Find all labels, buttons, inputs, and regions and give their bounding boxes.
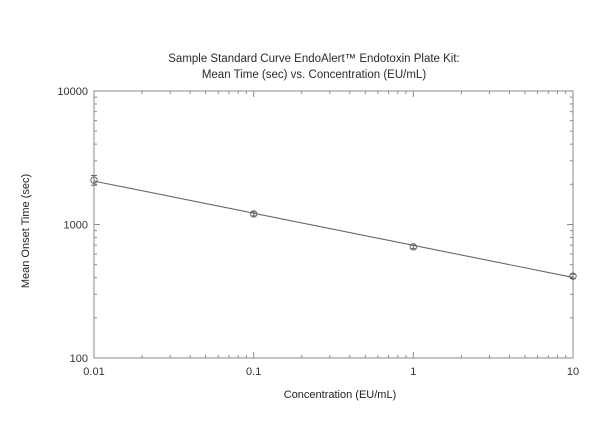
- x-tick-label: 0.01: [83, 366, 104, 378]
- y-axis-tick-labels: 100 1000 10000: [57, 86, 88, 365]
- chart-title-line-1: Sample Standard Curve EndoAlert™ Endotox…: [168, 53, 460, 65]
- data-point: [249, 210, 258, 218]
- point-marker: [249, 210, 258, 218]
- data-point: [569, 272, 577, 280]
- x-tick-label: 1: [410, 366, 416, 378]
- y-tick-label: 1000: [64, 220, 88, 232]
- data-point: [409, 243, 418, 251]
- fit-line-group: [93, 180, 574, 278]
- x-axis-label: Concentration (EU/mL): [284, 389, 397, 401]
- fit-line: [93, 180, 574, 278]
- x-tick-label: 10: [567, 366, 579, 378]
- plot-frame: [93, 90, 574, 359]
- x-axis-ticks: [93, 91, 567, 358]
- point-marker: [90, 176, 98, 184]
- y-axis-ticks: [94, 96, 573, 359]
- data-point: [90, 174, 98, 186]
- y-axis-label: Mean Onset Time (sec): [20, 174, 32, 288]
- y-tick-label: 100: [70, 353, 88, 365]
- x-tick-label: 0.1: [246, 366, 261, 378]
- x-axis-tick-labels: 0.01 0.1 1 10: [83, 366, 579, 378]
- point-marker: [409, 243, 418, 251]
- point-marker: [569, 272, 577, 280]
- y-tick-label: 10000: [57, 86, 88, 98]
- data-points: [90, 174, 577, 280]
- chart-title-line-2: Mean Time (sec) vs. Concentration (EU/mL…: [201, 69, 427, 81]
- chart-title: Sample Standard Curve EndoAlert™ Endotox…: [0, 51, 600, 83]
